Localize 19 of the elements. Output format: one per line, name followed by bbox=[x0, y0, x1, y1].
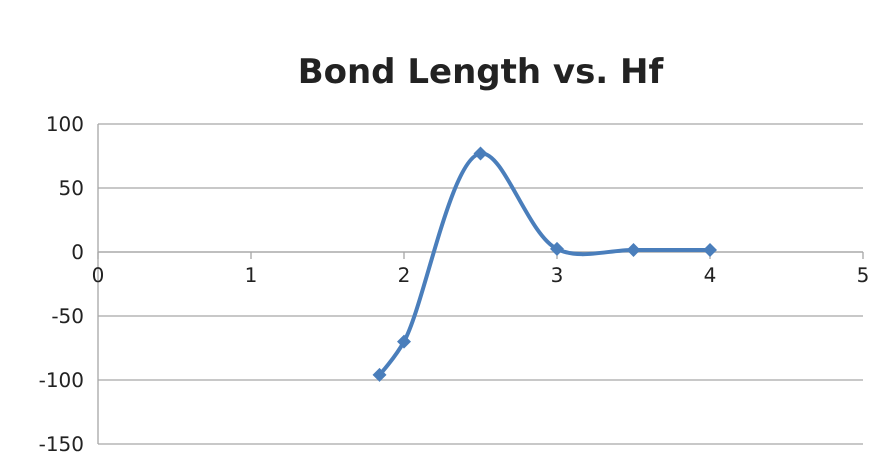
x-tick-label: 5 bbox=[856, 263, 870, 287]
point bbox=[397, 334, 411, 349]
point bbox=[372, 368, 387, 382]
y-tick-label: 100 bbox=[46, 112, 84, 136]
y-tick-label: 50 bbox=[58, 176, 84, 200]
x-tick-label: 1 bbox=[244, 263, 258, 287]
x-tick-label: 2 bbox=[398, 263, 410, 287]
point bbox=[703, 242, 717, 257]
point bbox=[474, 146, 488, 160]
x-tick-label: 3 bbox=[550, 263, 564, 287]
point bbox=[626, 242, 640, 257]
x-tick-label: 0 bbox=[92, 263, 104, 287]
y-tick-label: 0 bbox=[71, 240, 84, 264]
point bbox=[550, 242, 564, 256]
chart-title: Bond Length vs. Hf bbox=[298, 52, 665, 92]
y-tick-label: -100 bbox=[38, 368, 84, 392]
x-tick-label: 4 bbox=[704, 263, 716, 287]
y-tick-label: -50 bbox=[51, 304, 84, 328]
y-tick-label: -150 bbox=[38, 432, 84, 456]
